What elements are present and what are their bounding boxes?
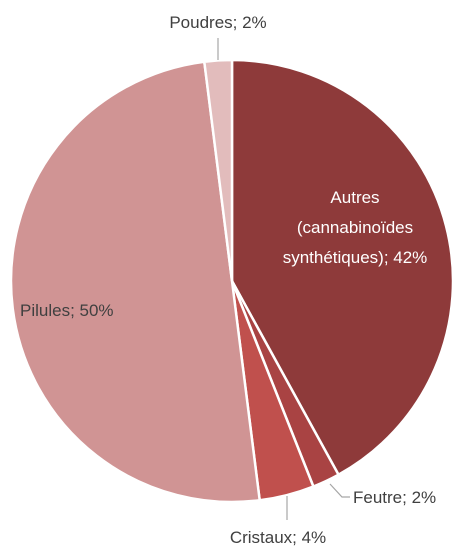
data-label: Poudres; 2% bbox=[169, 13, 266, 32]
pie-slice bbox=[230, 58, 455, 477]
data-label: Autres (cannabinoïdes synthétiques); 42% bbox=[283, 188, 428, 267]
data-label: Cristaux; 4% bbox=[230, 528, 326, 547]
leader-line bbox=[329, 483, 350, 498]
data-label: Pilules; 50% bbox=[20, 301, 114, 320]
data-label: Feutre; 2% bbox=[353, 488, 436, 507]
pie-slice bbox=[10, 60, 262, 504]
pie-slice bbox=[202, 58, 234, 282]
